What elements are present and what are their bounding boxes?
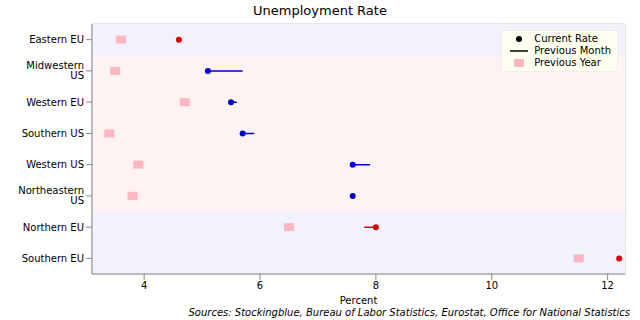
svg-text:6: 6 — [257, 280, 263, 291]
html-text:Sources: Stockingblue, Bureau: Sources: Stockingblue, Bureau of Labor S… — [188, 307, 630, 318]
html-text:Current Rate: Current Rate — [534, 33, 598, 44]
svg-text:10: 10 — [485, 280, 498, 291]
html-text:Unemployment Rate: Unemployment Rate — [253, 3, 387, 18]
html-text:Previous Year: Previous Year — [534, 57, 601, 68]
svg-text:MidwesternUS: MidwesternUS — [26, 60, 84, 81]
svg-text:NortheasternUS: NortheasternUS — [18, 185, 84, 206]
svg-text:Eastern EU: Eastern EU — [29, 34, 84, 45]
svg-text:Southern EU: Southern EU — [22, 253, 84, 264]
html-text:Previous Month: Previous Month — [534, 45, 611, 56]
svg-text:Western US: Western US — [26, 159, 84, 170]
svg-text:8: 8 — [373, 280, 379, 291]
svg-text:Northern EU: Northern EU — [23, 222, 84, 233]
svg-text:Percent: Percent — [340, 295, 378, 306]
svg-text:4: 4 — [141, 280, 147, 291]
svg-text:Western EU: Western EU — [26, 97, 84, 108]
svg-text:Southern US: Southern US — [22, 128, 84, 139]
svg-text:12: 12 — [601, 280, 614, 291]
